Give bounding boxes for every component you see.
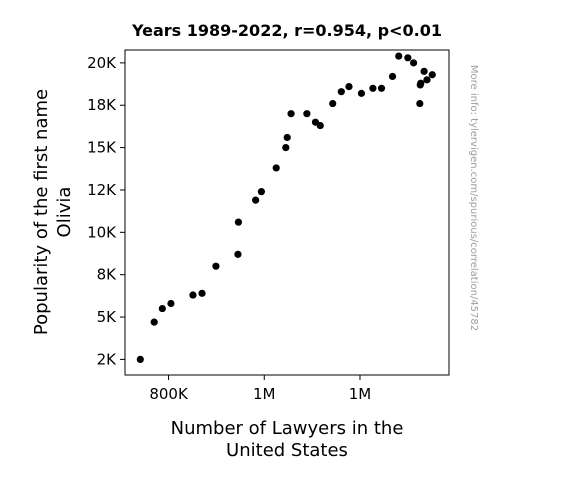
scatter-point	[395, 52, 403, 60]
scatter-point	[423, 76, 431, 84]
scatter-point	[234, 250, 242, 258]
scatter-point	[257, 188, 265, 196]
x-tick-label: 1M	[253, 385, 276, 403]
chart-title: Years 1989-2022, r=0.954, p<0.01	[131, 21, 442, 40]
plot-area: 800K 1M 1M 2K 5K 8K 10K 12K 15K 18K 20K	[87, 49, 450, 403]
scatter-point	[369, 84, 377, 92]
scatter-point	[282, 144, 290, 152]
scatter-point	[420, 67, 428, 75]
y-axis-label-line-1: Popularity of the first name	[31, 89, 52, 335]
scatter-point	[198, 289, 206, 297]
watermark-text: More info: tylervigen.com/spurious/corre…	[468, 65, 479, 331]
scatter-point	[357, 89, 366, 97]
y-tick-label: 18K	[87, 96, 117, 114]
scatter-point	[283, 133, 291, 142]
scatter-point	[428, 71, 436, 79]
scatter-point	[404, 54, 412, 62]
scatter-point	[234, 218, 243, 226]
y-tick-label: 2K	[97, 350, 118, 368]
x-tick-label: 1M	[349, 385, 372, 403]
scatter-point	[252, 196, 260, 204]
y-axis: 2K 5K 8K 10K 12K 15K 18K 20K	[87, 54, 125, 368]
scatter-point	[417, 79, 425, 87]
data-points	[136, 52, 436, 364]
scatter-point	[409, 59, 418, 67]
x-axis-label-line-2: United States	[226, 440, 348, 461]
scatter-point	[150, 318, 158, 326]
scatter-point	[272, 164, 280, 172]
scatter-point	[212, 262, 220, 270]
x-axis: 800K 1M 1M	[149, 375, 371, 403]
scatter-point	[303, 110, 311, 118]
plot-frame	[124, 49, 450, 376]
y-tick-label: 12K	[87, 181, 117, 199]
scatter-point	[377, 84, 386, 92]
x-tick-label: 800K	[149, 385, 189, 403]
scatter-point	[329, 99, 337, 108]
scatter-point	[189, 291, 197, 299]
scatter-point	[287, 110, 295, 118]
y-tick-label: 5K	[97, 308, 118, 326]
y-tick-label: 15K	[87, 139, 117, 157]
scatter-point	[136, 355, 144, 364]
scatter-point	[416, 99, 424, 108]
y-tick-label: 8K	[97, 266, 118, 284]
y-tick-label: 20K	[87, 54, 117, 72]
y-axis-label-line-2: Olivia	[54, 187, 75, 238]
scatter-point	[167, 299, 175, 308]
scatter-point	[337, 88, 345, 96]
x-axis-label-line-1: Number of Lawyers in the	[171, 418, 404, 439]
y-tick-label: 10K	[87, 223, 117, 241]
scatter-point	[316, 121, 324, 130]
scatter-point	[388, 72, 397, 81]
scatter-point	[158, 304, 166, 313]
scatter-point	[345, 83, 353, 91]
